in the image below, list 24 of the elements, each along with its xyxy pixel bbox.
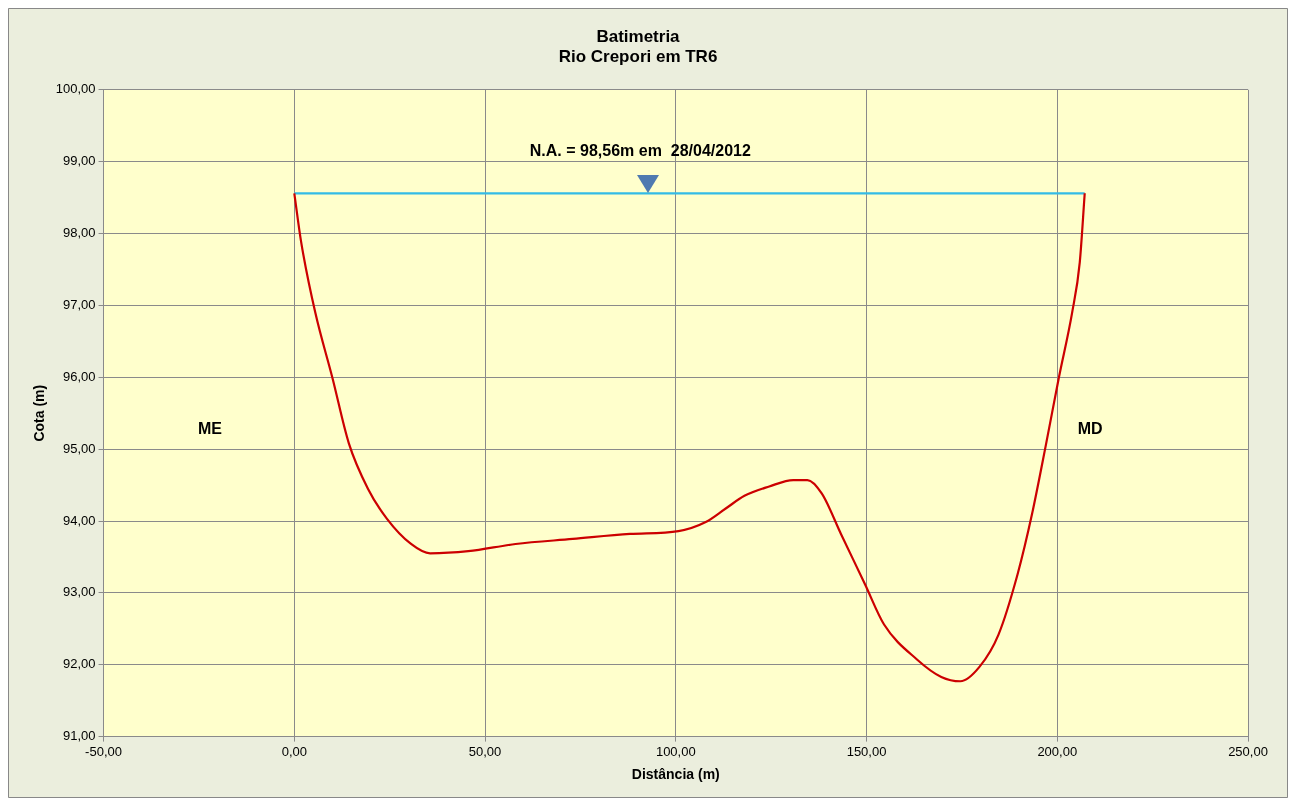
x-tick-label: 50,00 xyxy=(468,743,502,759)
chart-subtitle: Rio Crepori em TR6 xyxy=(558,47,718,67)
x-tick-label: 250,00 xyxy=(1228,743,1268,759)
y-tick-label: 93,00 xyxy=(63,584,96,600)
chart-title: Batimetria xyxy=(596,26,681,46)
y-tick-label: 96,00 xyxy=(63,368,96,384)
x-tick-label: 100,00 xyxy=(655,743,696,759)
y-tick-label: 94,00 xyxy=(63,512,96,528)
y-tick-label: 99,00 xyxy=(63,153,96,169)
annotation: ME xyxy=(197,420,223,438)
y-axis-title: Cota (m) xyxy=(31,384,48,442)
x-tick-label: 200,00 xyxy=(1037,743,1078,759)
annotation: MD xyxy=(1077,420,1103,438)
x-tick-label: -50,00 xyxy=(85,743,122,759)
y-tick-label: 97,00 xyxy=(63,296,96,312)
annotation: N.A. = 98,56m em 28/04/2012 xyxy=(529,141,751,159)
y-tick-label: 91,00 xyxy=(63,728,96,744)
x-tick-label: 150,00 xyxy=(846,743,887,759)
x-axis-title: Distância (m) xyxy=(631,766,720,783)
y-tick-label: 95,00 xyxy=(63,440,96,456)
x-tick-label: 0,00 xyxy=(281,743,307,759)
y-tick-label: 92,00 xyxy=(63,656,96,672)
y-tick-label: 98,00 xyxy=(63,225,96,241)
y-tick-label: 100,00 xyxy=(55,81,96,97)
